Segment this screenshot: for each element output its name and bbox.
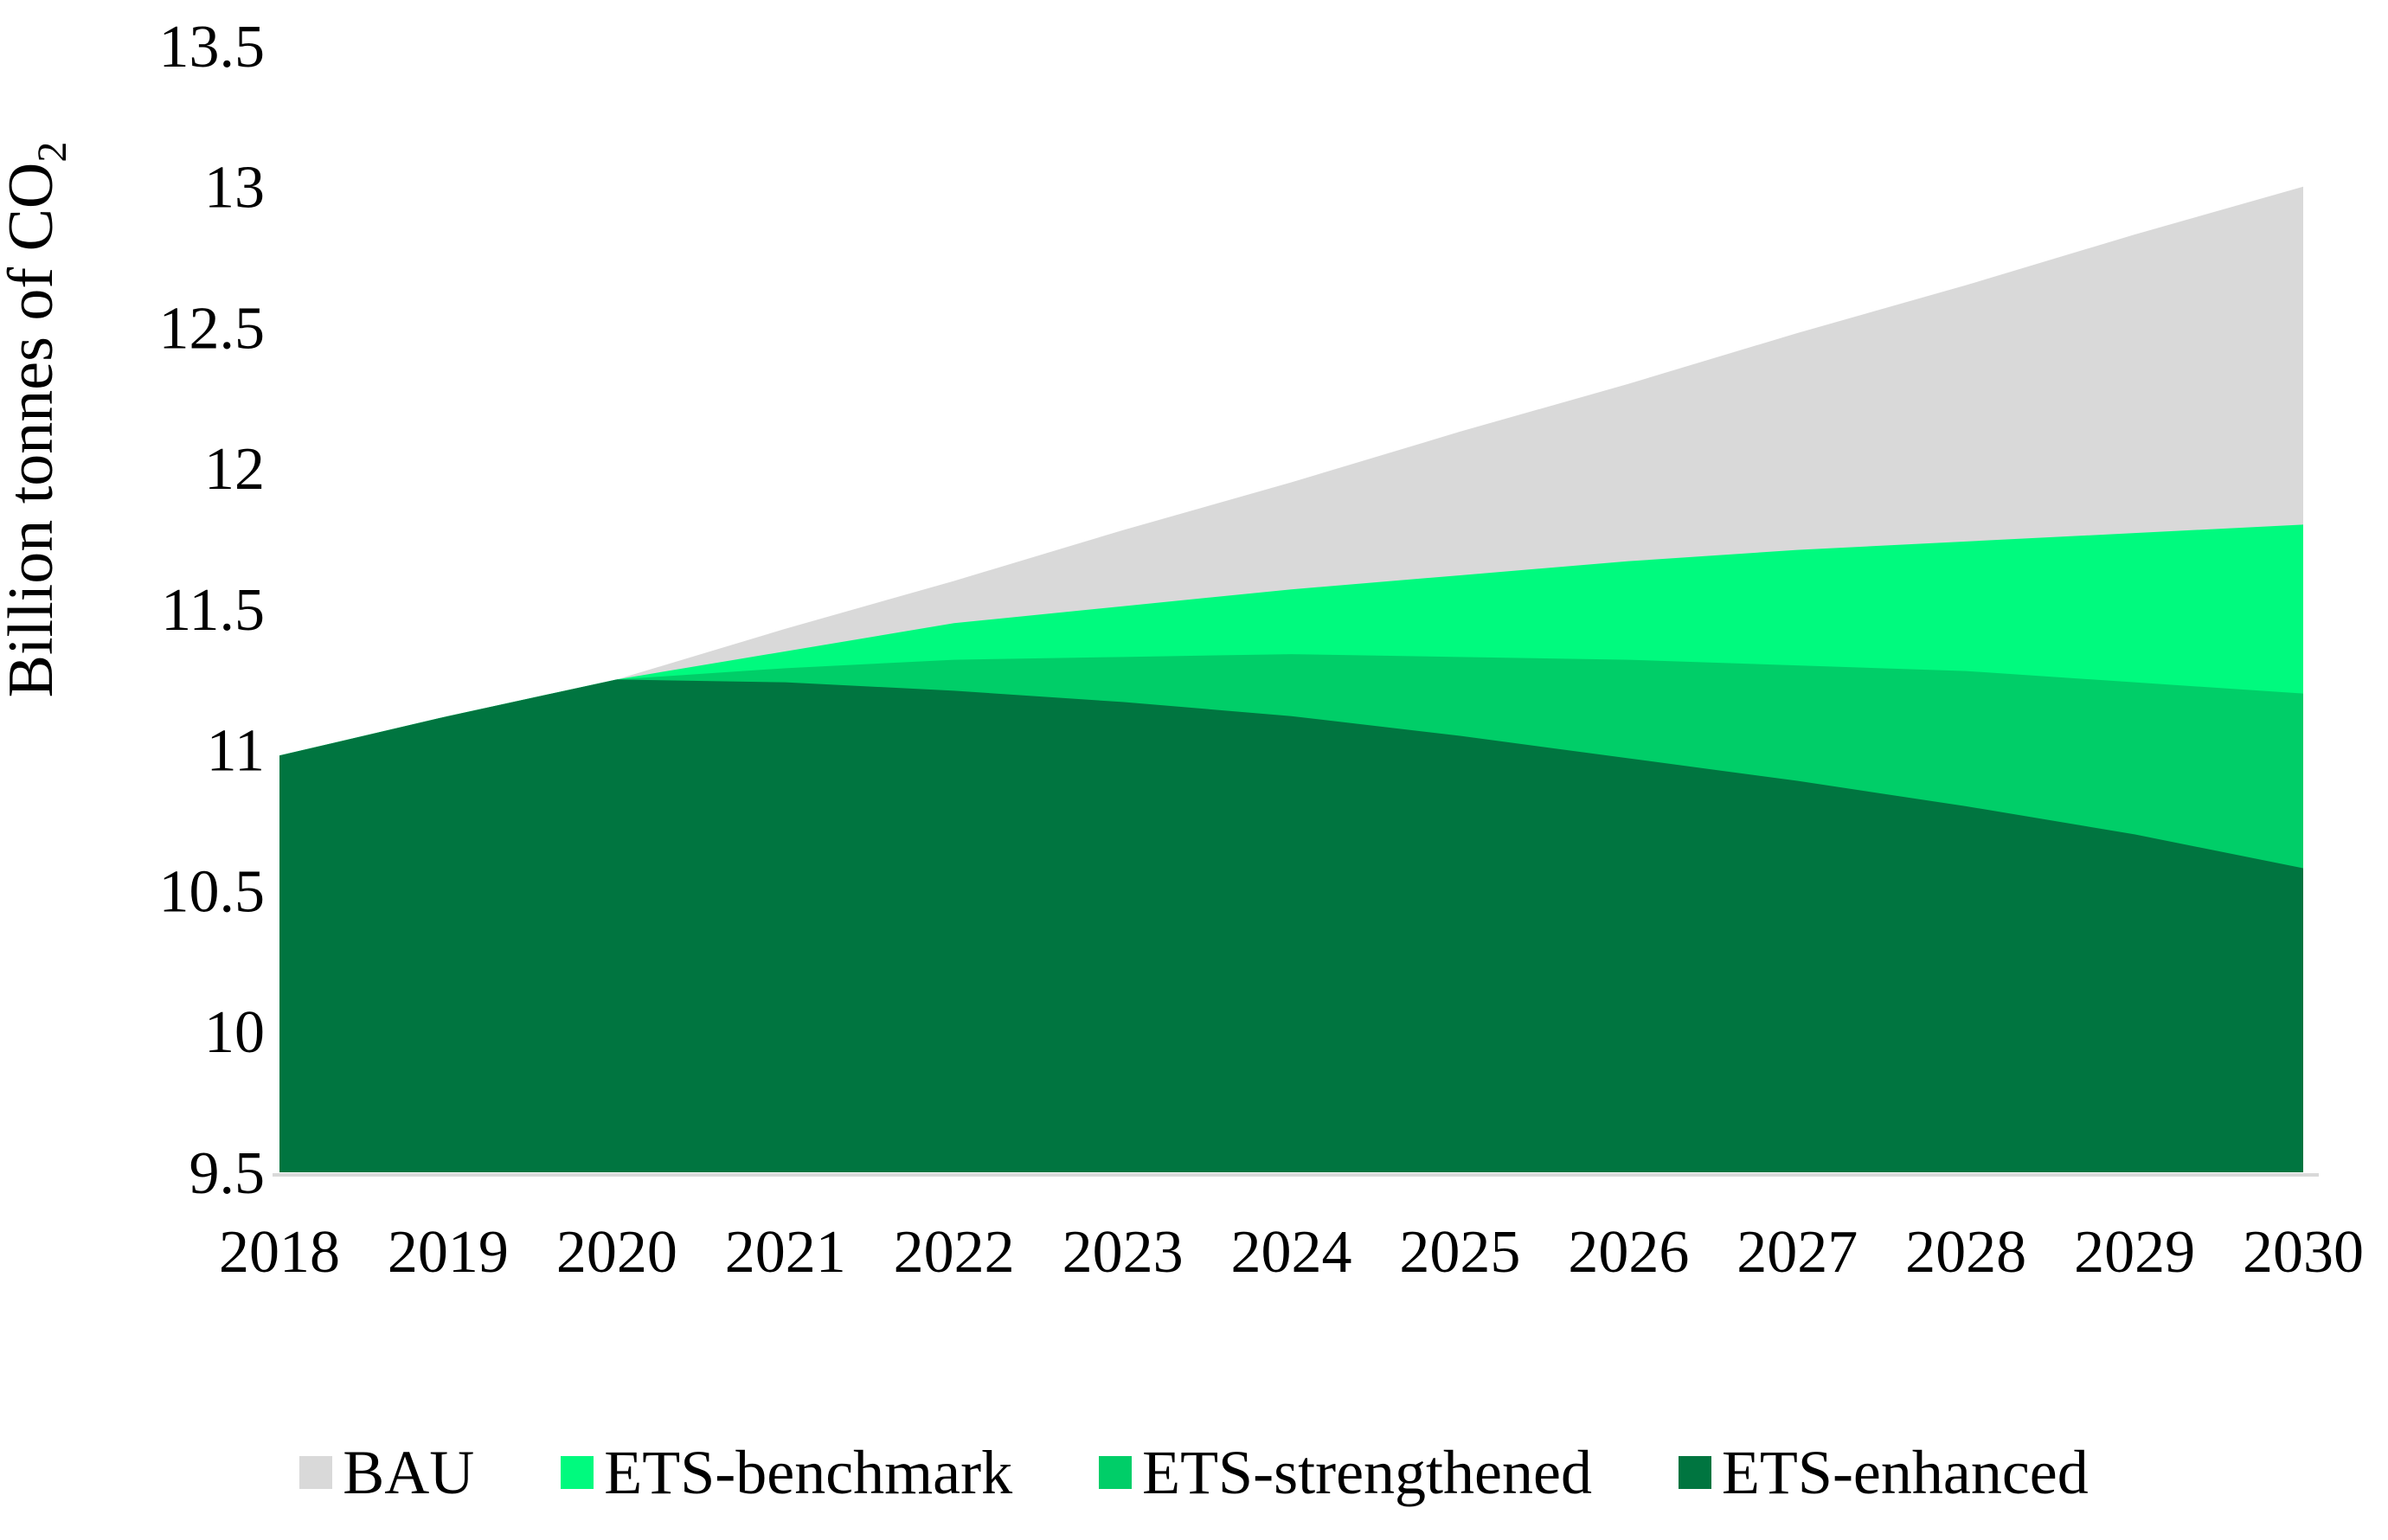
x-tick-label-2026: 2026 bbox=[1568, 1219, 1689, 1286]
x-tick-label-2028: 2028 bbox=[1905, 1219, 2026, 1286]
y-tick-label-11: 11 bbox=[207, 718, 265, 785]
y-axis-title-subscript: 2 bbox=[29, 142, 75, 163]
area-series-layer bbox=[279, 186, 2303, 1172]
x-tick-label-2022: 2022 bbox=[894, 1219, 1015, 1286]
y-tick-label-13: 13 bbox=[204, 155, 265, 221]
legend-item-ets-strengthened: ETS-strengthened bbox=[1099, 1441, 1592, 1504]
x-tick-label-2025: 2025 bbox=[1399, 1219, 1520, 1286]
legend-swatch-bau bbox=[299, 1456, 333, 1489]
y-tick-label-9.5: 9.5 bbox=[189, 1140, 266, 1207]
x-tick-label-2023: 2023 bbox=[1062, 1219, 1184, 1286]
y-tick-label-11.5: 11.5 bbox=[161, 577, 265, 644]
y-tick-label-13.5: 13.5 bbox=[159, 14, 266, 80]
x-tick-label-2019: 2019 bbox=[388, 1219, 509, 1286]
legend-label-ets-enhanced: ETS-enhanced bbox=[1721, 1438, 2089, 1507]
legend-item-ets-enhanced: ETS-enhanced bbox=[1678, 1438, 2089, 1507]
y-axis-tick-labels: 9.5 10 10.5 11 11.5 12 12.5 13 13.5 bbox=[159, 14, 266, 1207]
y-tick-label-10: 10 bbox=[204, 999, 265, 1066]
x-tick-label-2030: 2030 bbox=[2243, 1219, 2364, 1286]
y-tick-label-12.5: 12.5 bbox=[159, 295, 266, 362]
y-tick-label-10.5: 10.5 bbox=[159, 858, 266, 925]
x-tick-label-2021: 2021 bbox=[725, 1219, 846, 1286]
legend-swatch-ets-benchmark bbox=[561, 1456, 594, 1489]
x-tick-label-2027: 2027 bbox=[1736, 1219, 1858, 1286]
x-tick-label-2029: 2029 bbox=[2074, 1219, 2195, 1286]
legend-item-ets-benchmark: ETS-benchmark bbox=[561, 1441, 1012, 1504]
legend-swatch-ets-enhanced bbox=[1678, 1456, 1711, 1489]
legend-label-ets-benchmark: ETS-benchmark bbox=[604, 1438, 1013, 1507]
y-axis-title: Billion tonnes of CO2 bbox=[0, 142, 75, 698]
x-tick-label-2020: 2020 bbox=[556, 1219, 677, 1286]
legend-label-ets-strengthened: ETS-strengthened bbox=[1142, 1438, 1592, 1507]
chart-legend: BAU ETS-benchmark ETS-strengthened ETS-enha… bbox=[0, 1429, 2388, 1516]
legend-swatch-ets-strengthened bbox=[1099, 1456, 1133, 1489]
x-tick-label-2024: 2024 bbox=[1231, 1219, 1352, 1286]
x-axis-tick-labels: 2018 2019 2020 2021 2022 2023 2024 2025 2026 2027… bbox=[219, 1219, 2364, 1286]
legend-item-bau: BAU bbox=[299, 1441, 474, 1504]
y-axis-title-text: Billion tonnes of CO bbox=[0, 163, 67, 698]
legend-label-bau: BAU bbox=[343, 1438, 475, 1507]
y-tick-label-12: 12 bbox=[204, 436, 265, 503]
x-tick-label-2018: 2018 bbox=[219, 1219, 340, 1286]
area-ets-enhanced bbox=[279, 679, 2303, 1172]
